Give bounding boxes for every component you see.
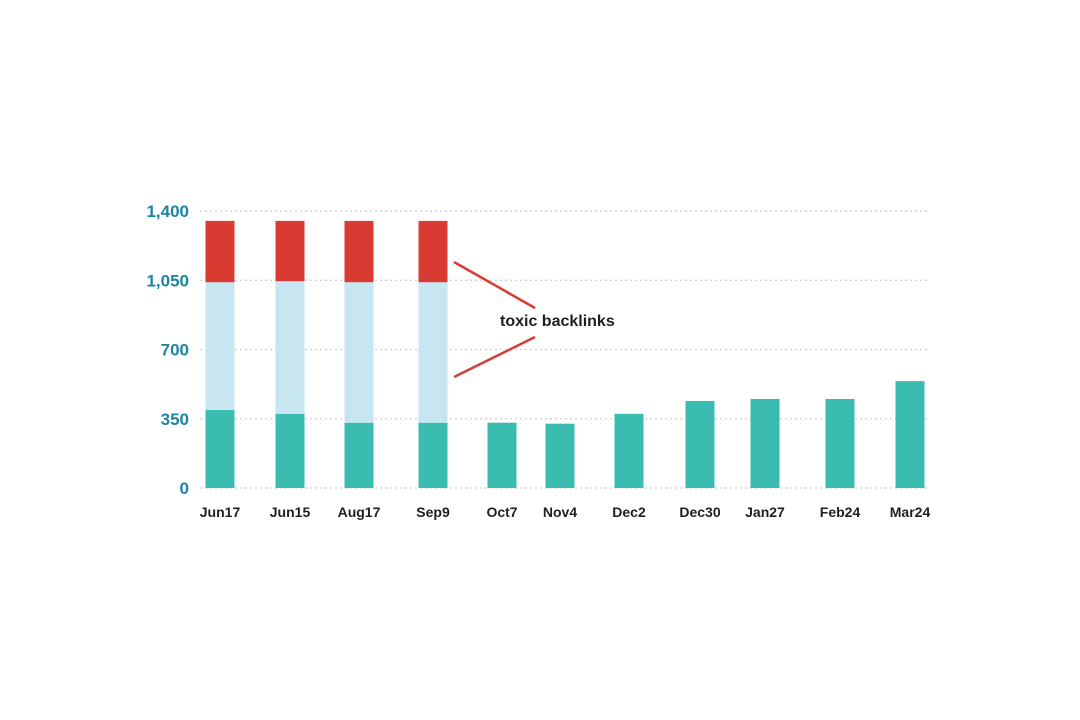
x-tick-label: Aug17 — [338, 504, 381, 520]
bar-top-segment — [275, 220, 305, 282]
bar-base-segment — [750, 398, 780, 488]
toxic-backlinks-annotation: toxic backlinks — [453, 260, 615, 379]
bar-middle-segment — [275, 281, 305, 414]
bar-top-segment — [344, 220, 374, 283]
bar-base-segment — [487, 422, 517, 488]
y-tick-label: 350 — [161, 410, 189, 429]
bar-middle-segment — [344, 282, 374, 423]
y-tick-label: 1,050 — [146, 271, 189, 290]
bar-base-segment — [895, 381, 925, 488]
bar-middle-segment — [205, 282, 235, 410]
y-tick-label: 700 — [161, 341, 189, 360]
x-tick-label: Jun15 — [270, 504, 311, 520]
bar-base-segment — [275, 413, 305, 488]
bar-base-segment — [685, 400, 715, 488]
bar-base-segment — [344, 422, 374, 488]
x-tick-label: Oct7 — [486, 504, 517, 520]
x-tick-label: Dec2 — [612, 504, 646, 520]
annotation-label: toxic backlinks — [500, 313, 615, 330]
x-tick-label: Nov4 — [543, 504, 577, 520]
y-axis-ticks: 0 350 700 1,050 1,400 — [146, 202, 189, 498]
annotation-arrow-upper — [453, 260, 536, 310]
x-tick-label: Sep9 — [416, 504, 450, 520]
y-tick-label: 0 — [180, 479, 189, 498]
annotation-arrow-lower — [453, 335, 536, 379]
bar-base-segment — [614, 413, 644, 488]
bar-top-segment — [418, 220, 448, 283]
bar-base-segment — [205, 409, 235, 488]
bar-base-segment — [545, 423, 575, 488]
bar-middle-segment — [418, 282, 448, 423]
bars — [205, 220, 925, 488]
y-tick-label: 1,400 — [146, 202, 189, 221]
bar-base-segment — [418, 422, 448, 488]
x-tick-label: Jan27 — [745, 504, 785, 520]
x-tick-label: Mar24 — [890, 504, 931, 520]
x-tick-label: Dec30 — [679, 504, 720, 520]
x-tick-label: Jun17 — [200, 504, 241, 520]
x-axis-ticks: Jun17 Jun15 Aug17 Sep9 Oct7 Nov4 Dec2 Dec30 Jan2… — [200, 504, 931, 520]
bar-base-segment — [825, 398, 855, 488]
gridlines — [200, 210, 928, 489]
bar-top-segment — [205, 220, 235, 283]
x-tick-label: Feb24 — [820, 504, 861, 520]
